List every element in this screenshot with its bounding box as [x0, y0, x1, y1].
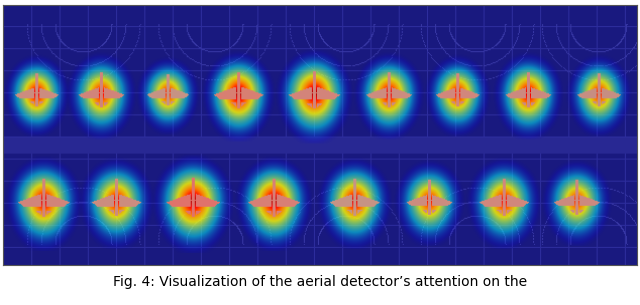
Text: Fig. 4: Visualization of the aerial detector’s attention on the: Fig. 4: Visualization of the aerial dete… — [113, 274, 527, 289]
